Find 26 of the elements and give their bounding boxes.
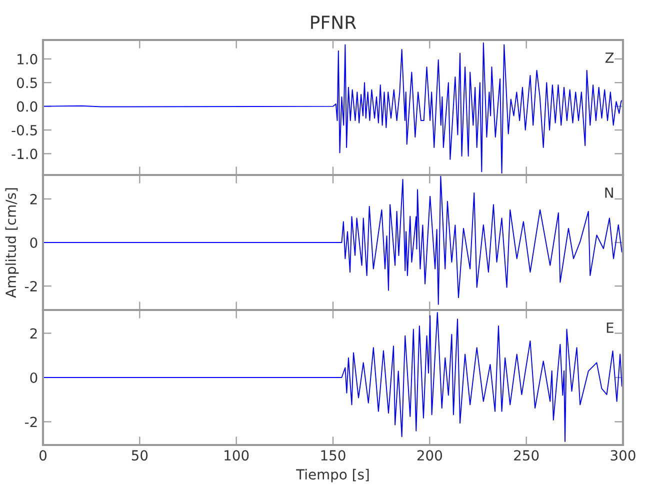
x-axis-title: Tiempo [s] [296, 468, 369, 482]
line-series [43, 42, 623, 174]
y-tick-label: -0.5 [12, 124, 37, 136]
chart-title: PFNR [311, 16, 356, 29]
y-tick-label: 2 [30, 194, 37, 204]
line-series [43, 312, 622, 442]
y-tick-label: -2 [24, 281, 37, 292]
annotation: E [606, 322, 614, 333]
x-tick-label: 250 [514, 450, 539, 461]
x-tick-label: 150 [321, 450, 346, 461]
x-tick-label: 200 [417, 450, 442, 461]
y-tick-label: 0.5 [16, 78, 37, 88]
y-tick-label: 1.0 [18, 54, 38, 64]
y-tick-label: 0 [30, 237, 38, 248]
y-tick-label: 0 [30, 372, 38, 383]
y-tick-label: -2 [24, 416, 37, 428]
x-tick-label: 0 [39, 450, 46, 461]
y-tick-label: 0.0 [16, 101, 38, 112]
annotation: N [605, 188, 613, 198]
y-axis-title: Amplitud [cm/s] [5, 188, 19, 298]
x-tick-label: 100 [224, 450, 249, 461]
annotation: Z [605, 52, 614, 63]
y-tick-label: 2 [30, 328, 37, 339]
x-tick-label: 50 [132, 450, 148, 461]
x-tick-label: 300 [610, 450, 636, 461]
y-tick-label: -1.0 [12, 148, 38, 160]
